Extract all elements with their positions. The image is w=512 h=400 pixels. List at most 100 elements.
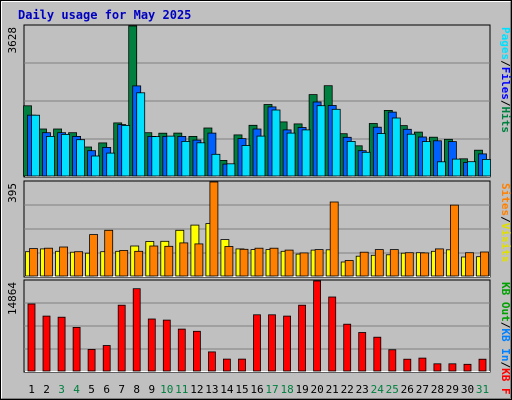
bar-pages-day-30 (467, 161, 476, 177)
bar-sites-day-24 (374, 249, 384, 277)
bar-kb-f-day-30 (463, 363, 472, 372)
x-tick-label: 19 (295, 383, 308, 396)
y-max-label: 3628 (6, 27, 19, 54)
bar-sites-day-10 (164, 245, 174, 277)
bar-pages-day-28 (436, 161, 446, 177)
x-tick-label: 21 (326, 383, 339, 396)
x-tick-label: 13 (205, 383, 218, 396)
panel-legend: Pages/Files/Hits (499, 27, 512, 133)
bar-pages-day-15 (241, 145, 251, 177)
bar-sites-day-9 (149, 245, 159, 277)
bar-sites-day-16 (254, 247, 264, 277)
x-tick-label: 10 (160, 383, 173, 396)
bar-kb-f-day-21 (328, 296, 337, 372)
x-tick-label: 16 (250, 383, 263, 396)
x-tick-label: 9 (148, 383, 155, 396)
legend-entry: Visits (499, 223, 512, 263)
bar-pages-day-27 (421, 141, 431, 177)
bar-pages-day-17 (271, 109, 281, 177)
bar-sites-day-6 (104, 229, 114, 277)
bar-kb-f-day-29 (448, 363, 457, 372)
bar-sites-day-28 (434, 248, 444, 277)
bar-sites-day-20 (314, 249, 324, 277)
bar-kb-f-day-26 (403, 358, 412, 372)
bar-pages-day-16 (256, 135, 266, 177)
bar-sites-day-4 (74, 251, 83, 277)
bar-pages-day-11 (181, 140, 191, 177)
bar-pages-day-12 (196, 142, 206, 177)
bar-kb-f-day-20 (313, 280, 322, 372)
bar-pages-day-3 (61, 133, 70, 177)
bar-pages-day-4 (76, 139, 85, 177)
x-tick-label: 20 (310, 383, 323, 396)
bar-sites-day-17 (269, 247, 279, 277)
bar-sites-day-2 (44, 247, 53, 277)
bar-kb-f-day-6 (102, 345, 111, 372)
bar-kb-f-day-4 (72, 326, 81, 372)
bar-pages-day-18 (286, 132, 296, 177)
bar-sites-day-30 (465, 252, 474, 277)
x-tick-label: 8 (133, 383, 140, 396)
bar-kb-f-day-23 (358, 332, 367, 372)
x-tick-label: 22 (341, 383, 354, 396)
bar-kb-f-day-10 (162, 319, 171, 372)
legend-entry: / (499, 216, 512, 223)
bar-kb-f-day-8 (132, 288, 141, 372)
bar-kb-f-day-11 (177, 328, 186, 372)
bar-sites-day-1 (29, 248, 38, 277)
bar-kb-f-day-28 (433, 363, 442, 372)
bar-pages-day-14 (226, 163, 236, 177)
bar-sites-day-15 (239, 248, 249, 277)
bar-sites-day-11 (179, 242, 189, 277)
x-tick-label: 18 (280, 383, 293, 396)
x-tick-label: 12 (190, 383, 203, 396)
x-tick-label: 28 (431, 383, 444, 396)
bar-sites-day-5 (89, 234, 98, 277)
panel-hits-files-pages: 3628 Pages/Files/Hits (6, 24, 512, 178)
bar-sites-day-27 (419, 252, 429, 277)
bar-sites-day-23 (359, 251, 369, 277)
bar-pages-day-21 (331, 108, 341, 177)
legend-entry: Pages (499, 27, 512, 60)
legend-entry: Sites (499, 183, 512, 216)
x-tick-label: 14 (220, 383, 234, 396)
x-tick-label: 30 (461, 383, 474, 396)
y-max-label: 395 (6, 183, 19, 203)
series-kb-f (27, 280, 487, 372)
bar-pages-day-20 (316, 105, 326, 177)
x-tick-label: 5 (88, 383, 95, 396)
bar-kb-f-day-3 (57, 316, 66, 372)
x-tick-label: 3 (58, 383, 65, 396)
x-tick-label: 17 (265, 383, 278, 396)
legend-entry: Hits (499, 107, 512, 134)
bar-pages-day-6 (106, 152, 116, 177)
bar-pages-day-23 (361, 151, 371, 177)
bar-kb-f-day-1 (27, 303, 36, 372)
series-sites (29, 181, 489, 277)
legend-entry: / (499, 362, 512, 369)
x-tick-label: 31 (476, 383, 489, 396)
bar-pages-day-5 (91, 155, 100, 177)
bar-pages-day-29 (451, 158, 461, 177)
bar-pages-day-31 (482, 158, 491, 177)
x-tick-label: 24 (371, 383, 385, 396)
bar-sites-day-29 (449, 204, 459, 277)
bar-pages-day-1 (31, 114, 40, 177)
bar-pages-day-8 (136, 92, 146, 177)
x-tick-label: 25 (386, 383, 399, 396)
bar-sites-day-13 (209, 181, 219, 277)
legend-entry: / (499, 60, 512, 67)
x-tick-label: 26 (401, 383, 414, 396)
bar-kb-f-day-13 (207, 351, 216, 372)
bar-kb-f-day-14 (222, 358, 231, 372)
x-tick-label: 29 (446, 383, 459, 396)
x-tick-label: 4 (73, 383, 80, 396)
bar-pages-day-22 (346, 140, 356, 177)
bar-kb-f-day-18 (283, 315, 292, 372)
x-tick-label: 11 (175, 383, 188, 396)
bar-sites-day-12 (194, 243, 204, 277)
legend-entry: Files (499, 67, 512, 100)
legend-entry: KB F (499, 368, 512, 395)
bar-sites-day-18 (284, 249, 294, 277)
bar-kb-f-day-19 (298, 304, 307, 372)
